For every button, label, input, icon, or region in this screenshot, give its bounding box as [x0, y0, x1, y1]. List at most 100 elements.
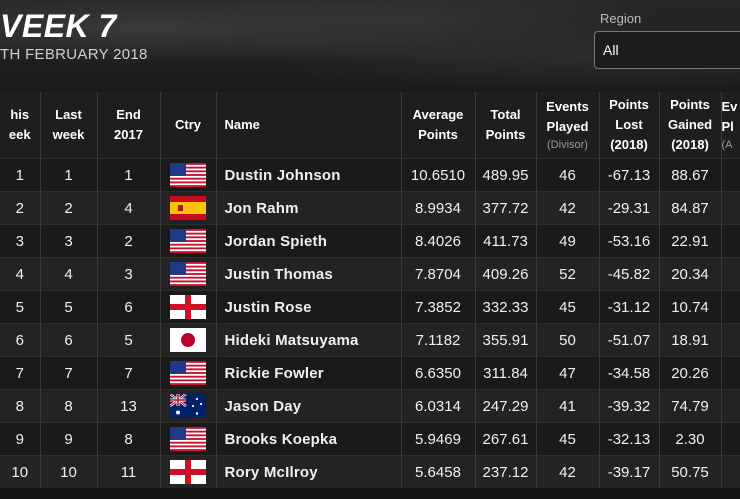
player-name-link[interactable]: Dustin Johnson [216, 158, 402, 192]
rank-this-week: 3 [0, 224, 41, 258]
region-select[interactable]: All [594, 31, 740, 69]
events-partial-cell [721, 224, 740, 258]
table-header-row: his eek Last week End 2017 Ctry Name Averag… [0, 92, 740, 159]
col-total-points[interactable]: Total Points [475, 92, 537, 159]
page-date: TH FEBRUARY 2018 [0, 46, 148, 63]
rank-end-2017: 3 [97, 257, 161, 291]
usa-flag-icon [170, 262, 206, 286]
events-partial-cell [721, 191, 740, 225]
ranking-table: his eek Last week End 2017 Ctry Name Averag… [0, 92, 740, 488]
average-points: 6.0314 [401, 389, 476, 423]
australia-flag-icon [170, 394, 206, 418]
table-row[interactable]: 1 1 1 Dustin Johnson 10.6510 489.95 46 -67.13 88… [0, 158, 740, 192]
points-lost: -45.82 [599, 257, 660, 291]
player-name-link[interactable]: Justin Rose [216, 290, 402, 324]
average-points: 10.6510 [401, 158, 476, 192]
events-partial-cell [721, 422, 740, 456]
england-flag-icon [170, 295, 206, 319]
table-row[interactable]: 6 6 5 Hideki Matsuyama 7.1182 355.91 50 -51.07 1… [0, 323, 740, 357]
country-cell [160, 191, 217, 225]
country-cell [160, 389, 217, 423]
points-lost: -32.13 [599, 422, 660, 456]
col-name[interactable]: Name [216, 92, 402, 159]
events-played: 50 [536, 323, 600, 357]
rank-end-2017: 1 [97, 158, 161, 192]
table-row[interactable]: 8 8 13 Jason Day 6.0314 247.29 41 -39.32 74.79 [0, 389, 740, 423]
rank-end-2017: 7 [97, 356, 161, 390]
col-points-gained[interactable]: Points Gained (2018) [659, 92, 722, 159]
player-name-link[interactable]: Brooks Koepka [216, 422, 402, 456]
rank-this-week: 4 [0, 257, 41, 291]
rank-this-week: 6 [0, 323, 41, 357]
rank-this-week: 7 [0, 356, 41, 390]
average-points: 8.9934 [401, 191, 476, 225]
col-events-partial[interactable]: Ev Pl (A [721, 92, 740, 159]
rank-this-week: 9 [0, 422, 41, 456]
events-played: 45 [536, 290, 600, 324]
points-lost: -67.13 [599, 158, 660, 192]
col-last-week[interactable]: Last week [40, 92, 98, 159]
table-row[interactable]: 2 2 4 Jon Rahm 8.9934 377.72 42 -29.31 84.87 [0, 191, 740, 225]
events-partial-cell [721, 158, 740, 192]
table-row[interactable]: 3 3 2 Jordan Spieth 8.4026 411.73 49 -53.16 22.9… [0, 224, 740, 258]
col-points-lost[interactable]: Points Lost (2018) [599, 92, 660, 159]
events-partial-cell [721, 257, 740, 291]
player-name-link[interactable]: Jon Rahm [216, 191, 402, 225]
country-cell [160, 290, 217, 324]
col-events-played[interactable]: Events Played (Divisor) [536, 92, 600, 159]
rank-end-2017: 6 [97, 290, 161, 324]
average-points: 8.4026 [401, 224, 476, 258]
average-points: 5.9469 [401, 422, 476, 456]
total-points: 267.61 [475, 422, 537, 456]
events-partial-cell [721, 290, 740, 324]
total-points: 411.73 [475, 224, 537, 258]
player-name-link[interactable]: Jordan Spieth [216, 224, 402, 258]
country-cell [160, 257, 217, 291]
events-partial-cell [721, 356, 740, 390]
rank-this-week: 10 [0, 455, 41, 488]
spain-flag-icon [170, 196, 206, 220]
country-cell [160, 422, 217, 456]
table-row[interactable]: 4 4 3 Justin Thomas 7.8704 409.26 52 -45.82 20.3… [0, 257, 740, 291]
events-partial-cell [721, 323, 740, 357]
page-title: VEEK 7 [0, 8, 117, 44]
average-points: 7.1182 [401, 323, 476, 357]
points-lost: -53.16 [599, 224, 660, 258]
player-name-link[interactable]: Justin Thomas [216, 257, 402, 291]
usa-flag-icon [170, 163, 206, 187]
total-points: 355.91 [475, 323, 537, 357]
rank-end-2017: 5 [97, 323, 161, 357]
events-played: 47 [536, 356, 600, 390]
points-gained: 22.91 [659, 224, 722, 258]
player-name-link[interactable]: Rickie Fowler [216, 356, 402, 390]
col-country[interactable]: Ctry [160, 92, 217, 159]
events-played: 42 [536, 191, 600, 225]
table-row[interactable]: 9 9 8 Brooks Koepka 5.9469 267.61 45 -32.13 2.30 [0, 422, 740, 456]
events-played: 49 [536, 224, 600, 258]
rank-last-week: 2 [40, 191, 98, 225]
usa-flag-icon [170, 229, 206, 253]
col-average-points[interactable]: Average Points [401, 92, 476, 159]
points-gained: 20.34 [659, 257, 722, 291]
table-row[interactable]: 7 7 7 Rickie Fowler 6.6350 311.84 47 -34.58 20.2… [0, 356, 740, 390]
events-played: 45 [536, 422, 600, 456]
usa-flag-icon [170, 361, 206, 385]
usa-flag-icon [170, 427, 206, 451]
rank-this-week: 1 [0, 158, 41, 192]
player-name-link[interactable]: Rory McIlroy [216, 455, 402, 488]
events-partial-cell [721, 389, 740, 423]
points-gained: 2.30 [659, 422, 722, 456]
rank-last-week: 3 [40, 224, 98, 258]
rank-this-week: 8 [0, 389, 41, 423]
table-row[interactable]: 5 5 6 Justin Rose 7.3852 332.33 45 -31.12 10.74 [0, 290, 740, 324]
country-cell [160, 158, 217, 192]
rank-end-2017: 13 [97, 389, 161, 423]
events-partial-cell [721, 455, 740, 488]
col-end-2017[interactable]: End 2017 [97, 92, 161, 159]
player-name-link[interactable]: Hideki Matsuyama [216, 323, 402, 357]
col-this-week[interactable]: his eek [0, 92, 41, 159]
player-name-link[interactable]: Jason Day [216, 389, 402, 423]
rank-end-2017: 2 [97, 224, 161, 258]
table-row[interactable]: 10 10 11 Rory McIlroy 5.6458 237.12 42 -39.17 50… [0, 455, 740, 488]
points-lost: -34.58 [599, 356, 660, 390]
